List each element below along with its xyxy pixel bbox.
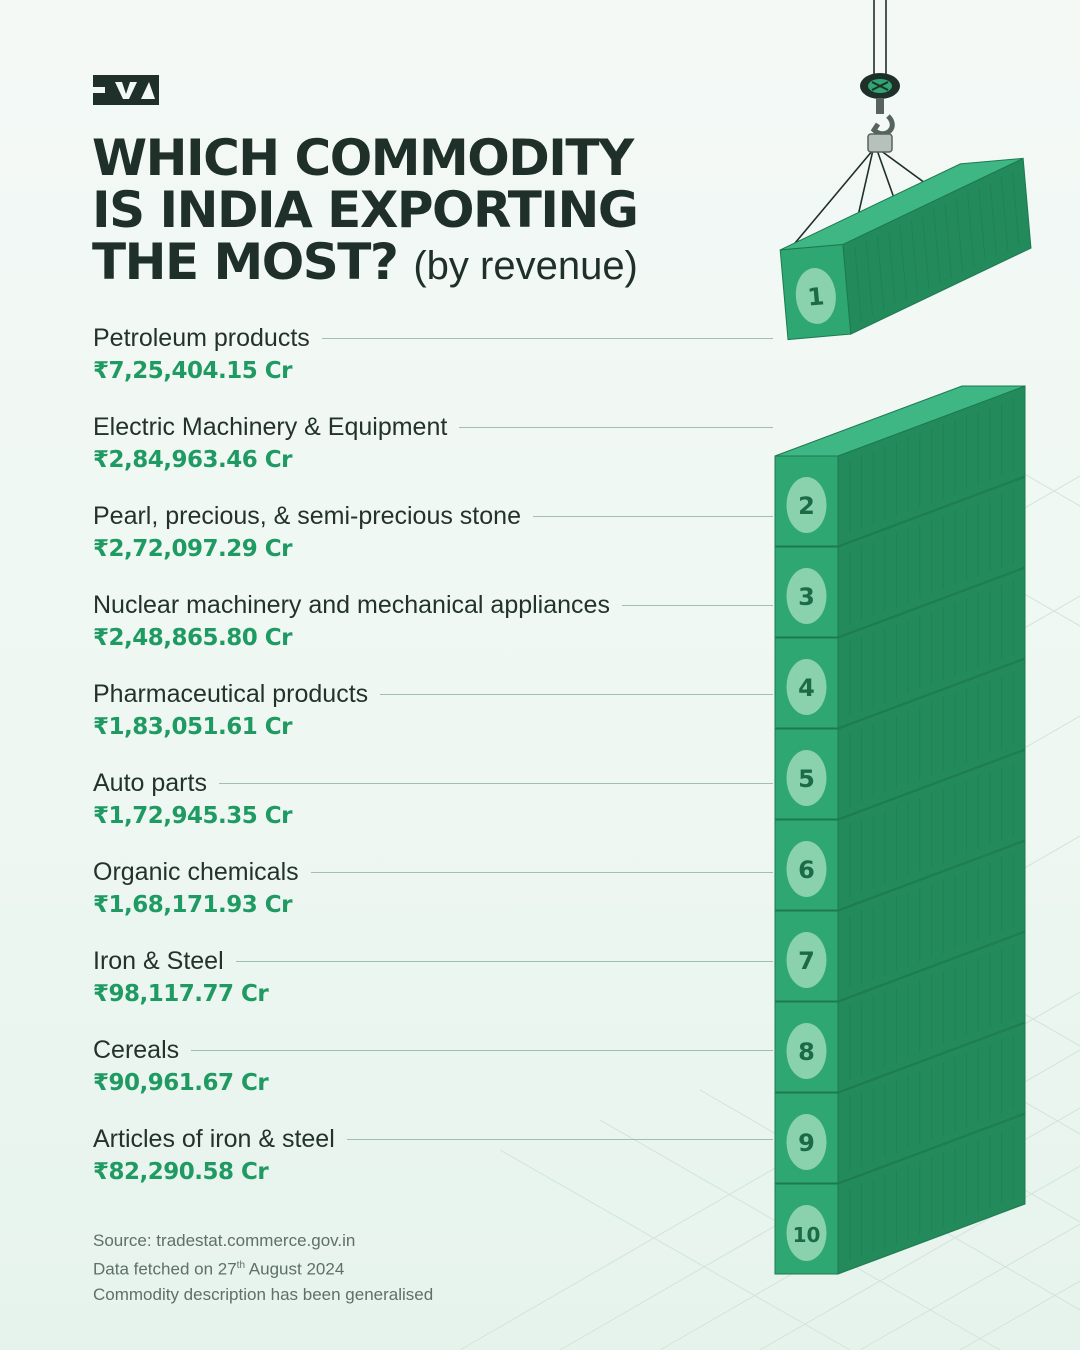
container-stack: 10 9 8 7 6 5 4 3 2 1	[774, 0, 1032, 1275]
commodity-value: ₹7,25,404.15 Cr	[93, 358, 292, 384]
list-item: Petroleum products ₹7,25,404.15 Cr	[93, 320, 773, 400]
fetched-date-month: August 2024	[245, 1259, 345, 1279]
footer-fetched: Data fetched on 27th August 2024	[93, 1253, 433, 1282]
list-item: Electric Machinery & Equipment ₹2,84,963…	[93, 409, 773, 489]
commodity-value: ₹82,290.58 Cr	[93, 1159, 269, 1185]
list-item: Pharmaceutical products ₹1,83,051.61 Cr	[93, 676, 773, 756]
commodity-name: Articles of iron & steel	[93, 1124, 335, 1153]
footer-note: Commodity description has been generalis…	[93, 1284, 434, 1304]
leader-line	[218, 782, 773, 784]
commodity-value: ₹1,72,945.35 Cr	[93, 803, 292, 829]
rank-label: 10	[793, 1223, 821, 1247]
commodity-name: Petroleum products	[93, 323, 310, 352]
commodity-name: Pearl, precious, & semi-precious stone	[93, 501, 521, 530]
rank-label: 7	[798, 947, 815, 975]
leader-line	[191, 1049, 773, 1051]
rank-label: 6	[798, 856, 815, 884]
crane-hook-icon	[860, 73, 900, 153]
title-subtitle: (by revenue)	[413, 244, 638, 288]
title-line-1: WHICH COMMODITY	[92, 129, 634, 187]
rank-label: 1	[806, 282, 825, 311]
container-1: 1	[779, 157, 1032, 341]
commodity-value: ₹98,117.77 Cr	[93, 981, 269, 1007]
list-item: Nuclear machinery and mechanical applian…	[93, 587, 773, 667]
list-item: Cereals ₹90,961.67 Cr	[93, 1032, 773, 1112]
leader-line	[380, 693, 773, 695]
list-item: Iron & Steel ₹98,117.77 Cr	[93, 943, 773, 1023]
commodity-name: Electric Machinery & Equipment	[93, 412, 448, 441]
footer-source: Source: tradestat.commerce.gov.in	[93, 1231, 356, 1250]
list-item: Organic chemicals ₹1,68,171.93 Cr	[93, 854, 773, 934]
list-item: Articles of iron & steel ₹82,290.58 Cr	[93, 1121, 773, 1201]
leader-line	[235, 960, 773, 962]
leader-line	[346, 1138, 773, 1140]
commodity-name: Organic chemicals	[93, 857, 299, 886]
rank-label: 4	[798, 674, 815, 702]
rank-label: 5	[798, 765, 815, 793]
commodity-name: Cereals	[93, 1035, 180, 1064]
fetched-date-text: Data fetched on 27	[93, 1259, 237, 1279]
leader-line	[621, 604, 773, 606]
commodity-name: Auto parts	[93, 768, 207, 797]
title-line-3: THE MOST?	[92, 233, 399, 291]
leader-line	[459, 426, 773, 428]
page-title: WHICH COMMODITY IS INDIA EXPORTING THE M…	[92, 129, 639, 292]
rank-label: 8	[798, 1038, 815, 1066]
commodity-value: ₹2,72,097.29 Cr	[93, 536, 292, 562]
commodity-name: Pharmaceutical products	[93, 679, 369, 708]
container-2: 2	[774, 385, 1026, 547]
list-item: Pearl, precious, & semi-precious stone ₹…	[93, 498, 773, 578]
commodity-value: ₹1,68,171.93 Cr	[93, 892, 292, 918]
rank-label: 2	[798, 492, 815, 520]
footer: Source: tradestat.commerce.gov.in Data f…	[93, 1228, 433, 1307]
title-line-2: IS INDIA EXPORTING	[92, 181, 639, 239]
rank-label: 3	[798, 583, 815, 611]
leader-line	[310, 871, 773, 873]
commodity-name: Iron & Steel	[93, 946, 224, 975]
leader-line	[532, 515, 773, 517]
commodity-value: ₹2,48,865.80 Cr	[93, 625, 292, 651]
list-item: Auto parts ₹1,72,945.35 Cr	[93, 765, 773, 845]
brand-logo	[93, 75, 159, 105]
commodity-value: ₹2,84,963.46 Cr	[93, 447, 292, 473]
commodity-value: ₹90,961.67 Cr	[93, 1070, 269, 1096]
fetched-date-suffix: th	[236, 1260, 246, 1271]
commodity-name: Nuclear machinery and mechanical applian…	[93, 590, 610, 619]
leader-line	[321, 337, 773, 339]
commodity-value: ₹1,83,051.61 Cr	[93, 714, 292, 740]
rank-label: 9	[798, 1129, 815, 1157]
container-boxes: 10 9 8 7 6 5 4 3 2 1	[774, 157, 1032, 1275]
